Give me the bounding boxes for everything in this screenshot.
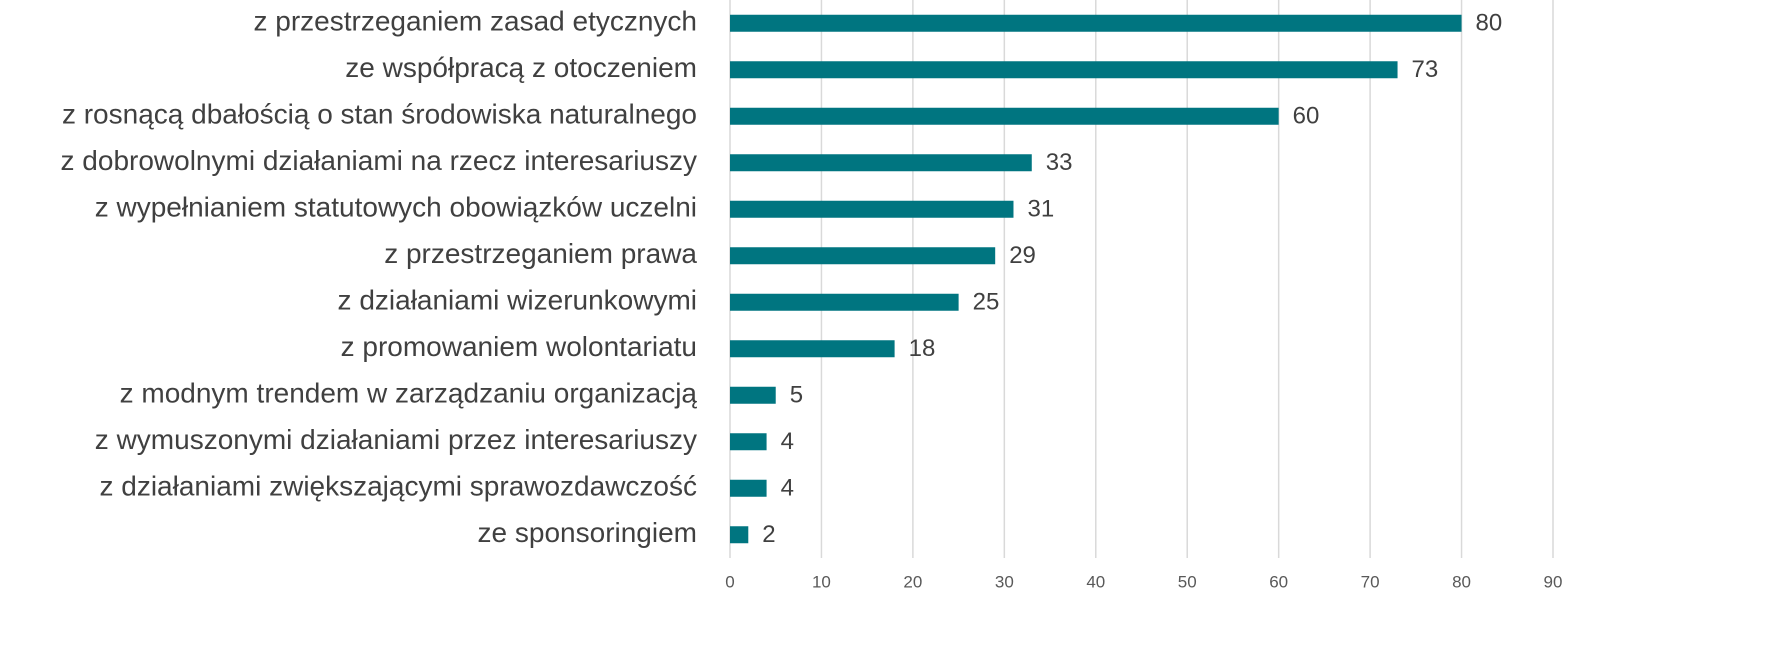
category-label: z rosnącą dbałością o stan środowiska na…: [62, 99, 697, 130]
value-label: 31: [1027, 196, 1054, 223]
x-tick-label: 40: [1086, 572, 1105, 591]
bar: [730, 386, 776, 404]
bar: [730, 340, 895, 358]
category-label: z działaniami zwiększającymi sprawozdawc…: [99, 471, 697, 502]
bar: [730, 479, 767, 497]
bar: [730, 247, 996, 265]
value-label: 18: [909, 335, 936, 362]
category-label: z działaniami wizerunkowymi: [338, 285, 697, 316]
bar: [730, 61, 1398, 79]
x-tick-label: 0: [725, 572, 734, 591]
value-label: 73: [1412, 56, 1439, 83]
bar: [730, 107, 1279, 125]
value-label: 33: [1046, 149, 1073, 176]
x-tick-label: 70: [1361, 572, 1380, 591]
category-label: ze sponsoringiem: [478, 517, 697, 548]
category-label: z wypełnianiem statutowych obowiązków uc…: [95, 192, 697, 223]
value-label: 25: [973, 289, 1000, 316]
bar: [730, 14, 1462, 32]
value-label: 29: [1009, 242, 1036, 269]
value-label: 80: [1476, 10, 1503, 37]
x-tick-label: 50: [1178, 572, 1197, 591]
value-label: 60: [1293, 103, 1320, 130]
bar: [730, 526, 749, 544]
x-tick-label: 80: [1452, 572, 1471, 591]
bar: [730, 200, 1014, 218]
category-label: z dobrowolnymi działaniami na rzecz inte…: [61, 145, 697, 176]
value-label: 5: [790, 382, 803, 409]
x-tick-label: 20: [903, 572, 922, 591]
category-label: z przestrzeganiem zasad etycznych: [253, 6, 697, 37]
x-tick-label: 30: [995, 572, 1014, 591]
category-label: z modnym trendem w zarządzaniu organizac…: [120, 378, 698, 409]
bar: [730, 154, 1032, 172]
bar: [730, 433, 767, 451]
x-tick-label: 60: [1269, 572, 1288, 591]
value-label: 4: [781, 475, 794, 502]
category-label: ze współpracą z otoczeniem: [345, 52, 697, 83]
category-label: z promowaniem wolontariatu: [341, 331, 697, 362]
value-label: 2: [762, 521, 775, 548]
x-tick-label: 90: [1544, 572, 1563, 591]
value-label: 4: [781, 428, 794, 455]
category-label: z przestrzeganiem prawa: [384, 238, 697, 269]
category-label: z wymuszonymi działaniami przez interesa…: [95, 424, 697, 455]
x-tick-label: 10: [812, 572, 831, 591]
bar: [730, 293, 959, 311]
